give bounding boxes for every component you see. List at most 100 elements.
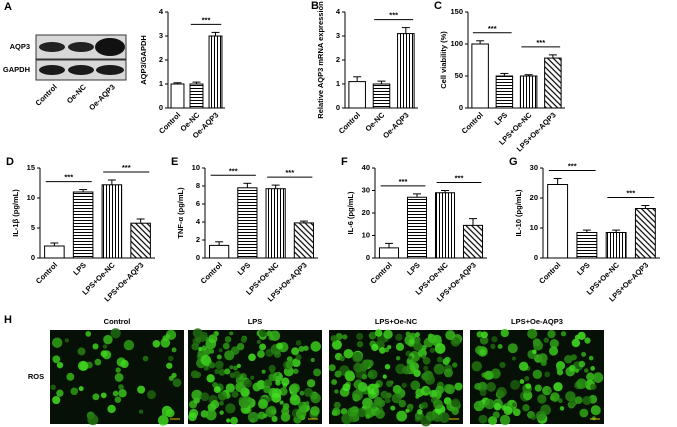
cell <box>340 408 348 415</box>
cell <box>559 406 565 411</box>
cell <box>592 372 604 383</box>
cell <box>218 368 226 376</box>
cell <box>518 361 529 372</box>
cell <box>250 375 255 380</box>
cell <box>219 400 224 406</box>
cell <box>417 408 423 415</box>
cell <box>282 403 290 410</box>
cell <box>263 379 273 388</box>
cell <box>540 359 547 367</box>
panel-letter: H <box>4 314 12 326</box>
cell <box>259 343 267 351</box>
y-tick-label: 2 <box>196 235 200 244</box>
bar <box>434 192 456 259</box>
y-tick-label: 1 <box>159 79 163 88</box>
y-axis-title: Relative AQP3 mRNA expression <box>316 1 325 119</box>
cell <box>525 383 532 390</box>
y-tick-label: 10 <box>530 223 538 232</box>
cell <box>217 391 228 401</box>
cell <box>579 408 589 418</box>
cell <box>107 404 116 414</box>
cell <box>229 331 234 336</box>
cell <box>172 378 182 388</box>
y-tick-label: 10 <box>192 163 200 172</box>
cell <box>383 329 393 340</box>
cell <box>564 354 573 364</box>
bar <box>471 43 489 109</box>
y-tick-label: 6 <box>196 199 200 208</box>
cell <box>152 340 161 348</box>
cell <box>386 380 393 388</box>
cell <box>236 342 245 351</box>
cell <box>226 418 231 423</box>
cell <box>590 405 601 415</box>
blot-band <box>96 65 124 75</box>
y-tick-label: 1 <box>336 79 340 88</box>
cell <box>219 410 224 415</box>
cell <box>474 383 482 390</box>
cell <box>356 341 364 348</box>
cell <box>384 397 391 404</box>
cell <box>588 355 594 361</box>
cell <box>499 414 511 426</box>
cell <box>191 342 199 351</box>
cell <box>267 396 273 402</box>
cell <box>114 373 124 382</box>
y-axis-title: IL-1β (pg/mL) <box>11 189 20 237</box>
cell <box>92 343 99 350</box>
cell <box>425 411 436 422</box>
cell <box>275 380 281 386</box>
cell <box>310 406 320 416</box>
cell <box>271 415 278 422</box>
cell <box>444 356 451 363</box>
cell <box>306 379 316 388</box>
cell <box>303 345 309 351</box>
significance-label: *** <box>536 38 545 47</box>
cell <box>547 329 556 339</box>
lane-label: Control <box>34 82 59 107</box>
cell <box>331 379 338 385</box>
cell <box>310 341 321 352</box>
cell <box>166 362 173 369</box>
cell <box>479 349 486 356</box>
cell <box>210 400 220 409</box>
y-tick-label: 3 <box>159 31 163 40</box>
y-tick-label: 4 <box>336 7 341 16</box>
panel-letter: B <box>311 0 319 12</box>
cell <box>85 331 92 337</box>
cell <box>537 394 547 404</box>
x-tick-label: Control <box>199 260 224 285</box>
cell <box>578 360 586 368</box>
cell <box>361 359 370 368</box>
cell <box>367 369 378 380</box>
cell <box>396 410 408 422</box>
cell <box>209 348 215 354</box>
cell <box>511 356 517 361</box>
cell <box>225 383 235 393</box>
cell <box>584 337 591 344</box>
bar <box>519 75 538 109</box>
cell <box>257 399 268 410</box>
bar <box>170 83 185 109</box>
cell <box>261 369 266 374</box>
cell <box>454 382 463 391</box>
cell <box>377 399 386 408</box>
bar <box>44 245 65 259</box>
cell <box>398 399 407 408</box>
cell <box>51 337 63 348</box>
blot-band <box>68 42 94 52</box>
cell <box>362 397 373 409</box>
y-tick-label: 0 <box>534 253 538 262</box>
cell <box>291 358 301 368</box>
cell <box>285 360 294 369</box>
x-tick-label: LPS <box>71 260 88 277</box>
cell <box>142 355 149 362</box>
x-tick-label: Oe-AQP3 <box>381 110 411 140</box>
cell <box>233 365 238 371</box>
cell <box>198 346 203 352</box>
bar <box>293 222 314 259</box>
cell <box>87 414 99 426</box>
cell <box>547 388 552 394</box>
